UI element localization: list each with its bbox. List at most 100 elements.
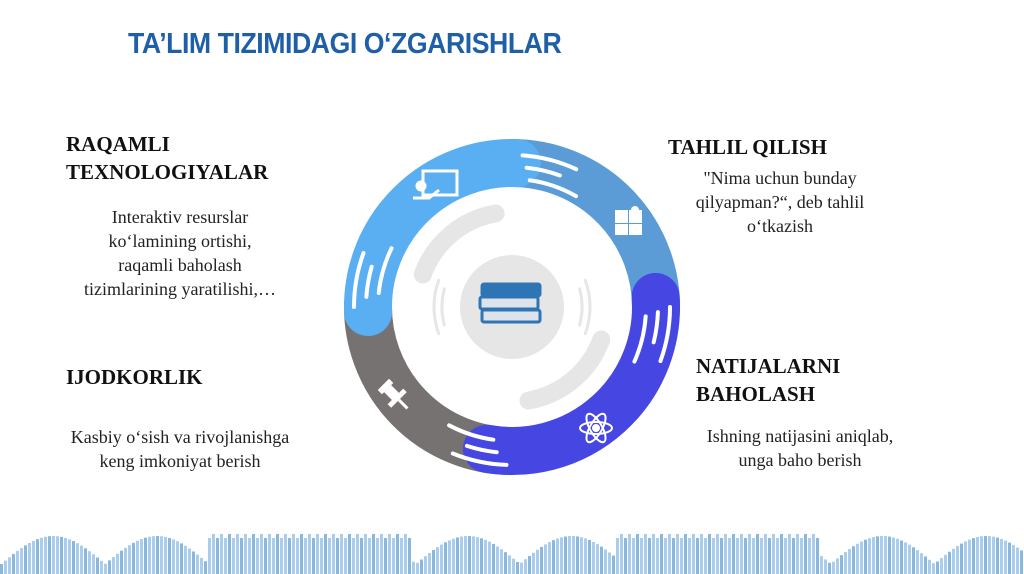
pattern-stroke: [868, 538, 871, 574]
heading-raqamli: RAQAMLI TEXNOLOGIYALAR: [66, 130, 268, 186]
pattern-stroke: [572, 536, 575, 574]
pattern-stroke: [300, 534, 303, 574]
pattern-stroke: [924, 556, 927, 574]
pattern-stroke: [944, 554, 947, 574]
pattern-stroke: [252, 534, 255, 574]
pattern-stroke: [796, 534, 799, 574]
pattern-stroke: [552, 540, 555, 574]
pattern-stroke: [372, 534, 375, 574]
pattern-stroke: [520, 562, 523, 574]
pattern-stroke: [672, 538, 675, 574]
books-icon: [478, 282, 542, 324]
pattern-stroke: [956, 546, 959, 574]
pattern-stroke: [876, 536, 879, 574]
pattern-stroke: [20, 548, 23, 574]
pattern-stroke: [952, 548, 955, 574]
pattern-stroke: [244, 534, 247, 574]
heading-line: NATIJALARNI: [696, 354, 841, 378]
pattern-stroke: [948, 551, 951, 574]
pattern-stroke: [156, 536, 159, 574]
pattern-stroke: [784, 538, 787, 574]
pattern-stroke: [260, 534, 263, 574]
pattern-stroke: [348, 534, 351, 574]
pattern-stroke: [68, 539, 71, 574]
pattern-stroke: [712, 538, 715, 574]
pattern-stroke: [740, 534, 743, 574]
pattern-stroke: [936, 561, 939, 574]
pattern-stroke: [208, 538, 211, 574]
pattern-stroke: [32, 540, 35, 574]
pattern-stroke: [328, 538, 331, 574]
text-line: "Nima uchun bunday: [703, 168, 857, 188]
pattern-stroke: [200, 557, 203, 574]
pattern-stroke: [692, 534, 695, 574]
pattern-stroke: [228, 534, 231, 574]
text-line: Interaktiv resurslar: [111, 207, 249, 227]
pattern-stroke: [980, 536, 983, 574]
pattern-stroke: [0, 564, 3, 574]
pattern-stroke: [280, 538, 283, 574]
pattern-stroke: [896, 538, 899, 574]
pattern-stroke: [172, 539, 175, 574]
pattern-stroke: [456, 537, 459, 574]
pattern-stroke: [496, 546, 499, 574]
pattern-stroke: [800, 538, 803, 574]
pattern-stroke: [396, 534, 399, 574]
stripe: [527, 178, 578, 199]
pattern-stroke: [636, 534, 639, 574]
pattern-stroke: [788, 534, 791, 574]
pattern-stroke: [664, 538, 667, 574]
heading-line: BAHOLASH: [696, 382, 816, 406]
pattern-stroke: [424, 556, 427, 574]
pattern-stroke: [84, 548, 87, 574]
pattern-stroke: [304, 538, 307, 574]
pattern-stroke: [660, 534, 663, 574]
pattern-stroke: [1012, 544, 1015, 574]
pattern-stroke: [840, 555, 843, 574]
pattern-stroke: [272, 538, 275, 574]
pattern-stroke: [268, 534, 271, 574]
pattern-stroke: [528, 555, 531, 574]
pattern-stroke: [344, 538, 347, 574]
text-ijodkorlik: Kasbiy o‘sish va rivojlanishga keng imko…: [30, 425, 330, 473]
text-natijalarni: Ishning natijasini aniqlab, unga baho be…: [660, 424, 940, 472]
text-line: unga baho berish: [738, 450, 862, 470]
heading-line: IJODKORLIK: [66, 365, 203, 389]
pattern-stroke: [40, 537, 43, 574]
pattern-stroke: [460, 536, 463, 574]
pattern-stroke: [856, 543, 859, 574]
pattern-stroke: [116, 553, 119, 574]
pattern-stroke: [824, 559, 827, 574]
pattern-stroke: [888, 536, 891, 574]
pattern-stroke: [440, 544, 443, 574]
pattern-stroke: [932, 563, 935, 574]
pattern-stroke: [920, 553, 923, 574]
inner-arc: [578, 287, 584, 327]
pattern-stroke: [568, 536, 571, 574]
pattern-stroke: [544, 544, 547, 574]
pattern-stroke: [420, 559, 423, 574]
pattern-stroke: [676, 534, 679, 574]
pattern-stroke: [744, 538, 747, 574]
pattern-stroke: [220, 534, 223, 574]
pattern-stroke: [968, 539, 971, 574]
inner-arc: [413, 204, 505, 284]
pattern-stroke: [408, 538, 411, 574]
pattern-stroke: [60, 536, 63, 574]
stripe: [450, 451, 509, 467]
pattern-stroke: [100, 560, 103, 574]
pattern-stroke: [64, 537, 67, 574]
pattern-stroke: [864, 539, 867, 574]
pattern-stroke: [812, 534, 815, 574]
pattern-stroke: [808, 538, 811, 574]
text-line: raqamli baholash: [118, 255, 242, 275]
pattern-stroke: [964, 541, 967, 574]
pattern-stroke: [76, 543, 79, 574]
pattern-stroke: [292, 534, 295, 574]
pattern-stroke: [652, 534, 655, 574]
pattern-stroke: [120, 550, 123, 574]
stripe: [464, 443, 499, 455]
pattern-stroke: [248, 538, 251, 574]
pattern-stroke: [612, 555, 615, 574]
pattern-stroke: [872, 537, 875, 574]
